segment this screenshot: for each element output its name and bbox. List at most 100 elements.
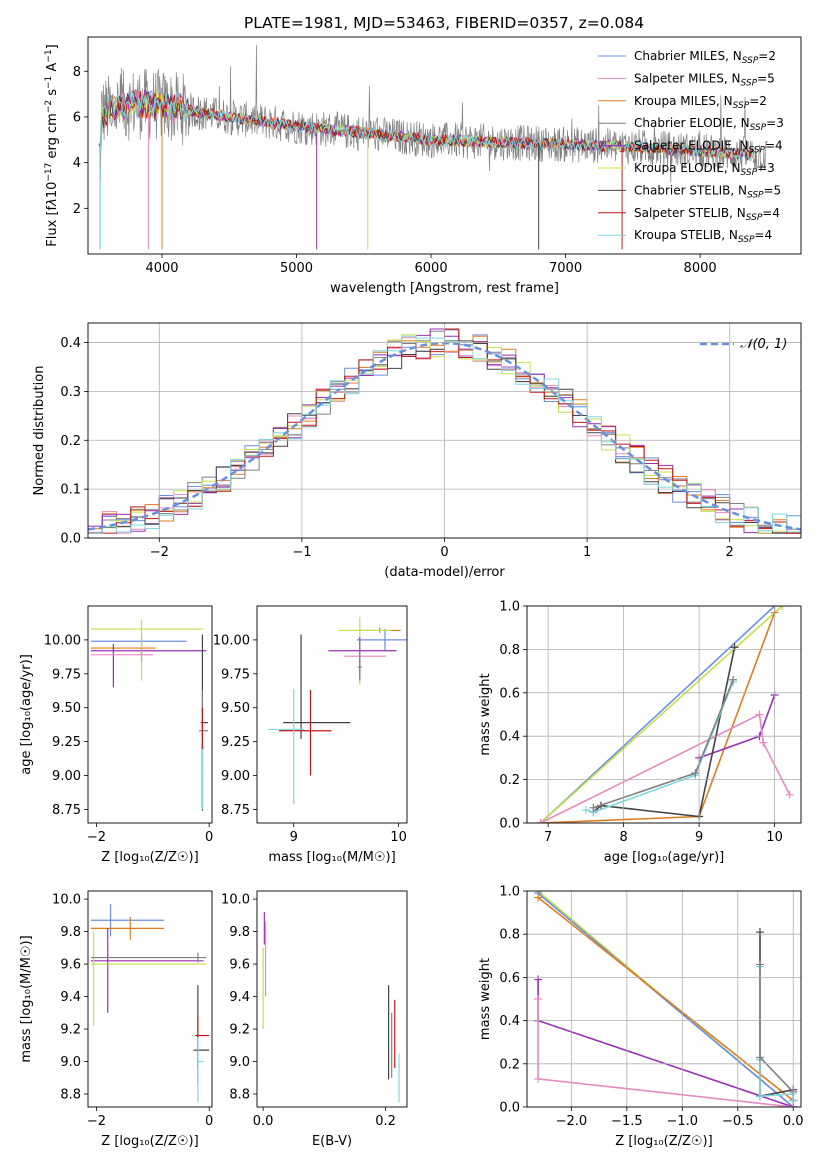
tick-label-y: 0.0 — [499, 1101, 520, 1116]
tick-label-x: 0 — [205, 1114, 213, 1129]
x-axis-label: wavelength [Angstrom, rest frame] — [330, 281, 559, 296]
y-axis-label: age [log₁₀(age/yr)] — [19, 654, 34, 775]
axes-frame — [526, 605, 802, 824]
weight-marker — [755, 1092, 764, 1101]
chart-weight-vs-Z: −2.0 −1.5 −1.0 −0.5 0.0 0.0 0.2 0.4 0.6 0.8 1.0 Z [… — [478, 885, 804, 1150]
tick-label-y: 0.6 — [499, 686, 520, 701]
tick-label-x: −1 — [292, 545, 311, 560]
legend-label: Chabrier ELODIE, NSSP=3 — [634, 116, 784, 133]
tick-label-y: 9.6 — [229, 958, 250, 973]
plot-area — [534, 891, 798, 1107]
tick-label-y: 9.4 — [229, 990, 250, 1005]
tick-label-x: 0 — [440, 545, 448, 560]
tick-label-y: 9.75 — [221, 667, 250, 682]
plot-area — [536, 606, 794, 823]
plot-area — [90, 619, 209, 811]
plot-area — [267, 616, 407, 805]
tick-label-x: −1.0 — [667, 1114, 699, 1129]
tick-label-y: 8 — [73, 65, 81, 80]
weight-line — [759, 964, 794, 1093]
axes-frame — [526, 890, 802, 1108]
tick-label-y: 0.4 — [499, 730, 520, 745]
axes-frame — [87, 36, 802, 255]
tick-label-y: 9.8 — [60, 925, 81, 940]
tick-label-y: 10.0 — [52, 893, 81, 908]
tick-label-y: 9.0 — [229, 1055, 250, 1070]
axes-frame — [256, 890, 408, 1108]
tick-label-y: 10.0 — [221, 893, 250, 908]
tick-label-y: 9.00 — [52, 769, 81, 784]
y-axis-label: mass weight — [478, 958, 493, 1040]
weight-marker — [534, 1074, 543, 1083]
tick-label-y: 4 — [73, 156, 81, 171]
tick-label-x: 4000 — [145, 261, 178, 276]
chart-age-vs-mass: 9 10 8.75 9.00 9.25 9.50 9.75 10.00 mass [log₁₀(… — [213, 605, 408, 865]
tick-label-x: −2 — [87, 830, 106, 845]
tick-label-y: 9.8 — [229, 925, 250, 940]
model-spectrum — [99, 91, 755, 161]
tick-label-x: 7000 — [549, 261, 582, 276]
histogram-step — [88, 328, 801, 534]
tick-label-x: 6000 — [415, 261, 448, 276]
tick-label-x: −0.5 — [722, 1114, 754, 1129]
tick-label-y: 0.6 — [499, 971, 520, 986]
weight-marker — [755, 1053, 764, 1062]
x-axis-label: Z [log₁₀(Z/Z☉)] — [101, 1134, 198, 1149]
weight-line — [593, 679, 734, 809]
legend-label: Kroupa STELIB, NSSP=4 — [634, 228, 772, 245]
weight-line — [540, 713, 791, 823]
tick-label-x: 8000 — [684, 261, 717, 276]
tick-label-y: 9.25 — [221, 735, 250, 750]
legend-label: Chabrier STELIB, NSSP=5 — [634, 183, 781, 200]
tick-label-y: 0.2 — [499, 1057, 520, 1072]
chart-spectrum: 4000 5000 6000 7000 8000 2 4 6 8 Chabrier MILES, … — [44, 36, 802, 296]
tick-label-x: 8 — [619, 830, 627, 845]
weight-line — [537, 999, 794, 1107]
weight-marker — [589, 803, 598, 812]
chart-mass-vs-EBV: 0.0 0.2 8.8 9.0 9.2 9.4 9.6 9.8 10.0 E(B-V) — [221, 890, 408, 1149]
weight-marker — [729, 675, 738, 684]
tick-label-x: 9 — [290, 830, 298, 845]
weight-line — [540, 606, 776, 823]
tick-label-x: 0.0 — [783, 1114, 804, 1129]
legend-label: Kroupa ELODIE, NSSP=3 — [634, 161, 775, 178]
y-axis-label: Normed distribution — [32, 366, 47, 496]
tick-label-x: 0 — [205, 830, 213, 845]
tick-label-y: 8.8 — [229, 1088, 250, 1103]
tick-label-y: 8.75 — [221, 803, 250, 818]
weight-marker — [581, 805, 590, 814]
weight-line — [592, 647, 736, 818]
tick-label-y: 6 — [73, 110, 81, 125]
y-axis-label: Flux [fλ10−17 erg cm−2 s−1 A−1] — [44, 44, 60, 246]
tick-label-y: 9.00 — [221, 769, 250, 784]
tick-label-x: 5000 — [280, 261, 313, 276]
weight-marker — [755, 928, 764, 937]
legend-label: Salpeter STELIB, NSSP=4 — [634, 206, 780, 223]
tick-label-x: 9 — [695, 830, 703, 845]
chart-age-vs-Z: −2 0 8.75 9.00 9.25 9.50 9.75 10.00 Z [log₁₀(Z/Z… — [19, 605, 213, 865]
plot-area — [98, 44, 768, 250]
tick-label-y: 9.2 — [229, 1023, 250, 1038]
tick-label-y: 0.3 — [60, 385, 81, 400]
weight-marker — [534, 995, 543, 1003]
weight-marker — [755, 960, 764, 969]
weight-marker — [534, 975, 543, 984]
x-axis-label: Z [log₁₀(Z/Z☉)] — [615, 1134, 712, 1149]
weight-line — [540, 606, 783, 823]
tick-label-y: 8.75 — [52, 803, 81, 818]
tick-label-y: 9.50 — [221, 701, 250, 716]
y-axis-label: mass weight — [478, 673, 493, 755]
axes-frame — [87, 322, 802, 539]
tick-label-y: 9.0 — [60, 1055, 81, 1070]
tick-label-y: 0.4 — [60, 336, 81, 351]
weight-marker — [691, 769, 700, 778]
chart-weight-vs-age: 7 8 9 10 0.0 0.2 0.4 0.6 0.8 1.0 age [log₁₀(age/yr… — [478, 600, 802, 865]
tick-label-x: 7 — [544, 830, 552, 845]
tick-label-x: −1.5 — [611, 1114, 643, 1129]
tick-label-y: 0.4 — [499, 1014, 520, 1029]
tick-label-x: −2 — [87, 1114, 106, 1129]
tick-label-y: 8.8 — [60, 1088, 81, 1103]
tick-label-y: 0.8 — [499, 928, 520, 943]
tick-label-y: 9.50 — [52, 701, 81, 716]
tick-label-y: 0.0 — [60, 532, 81, 547]
